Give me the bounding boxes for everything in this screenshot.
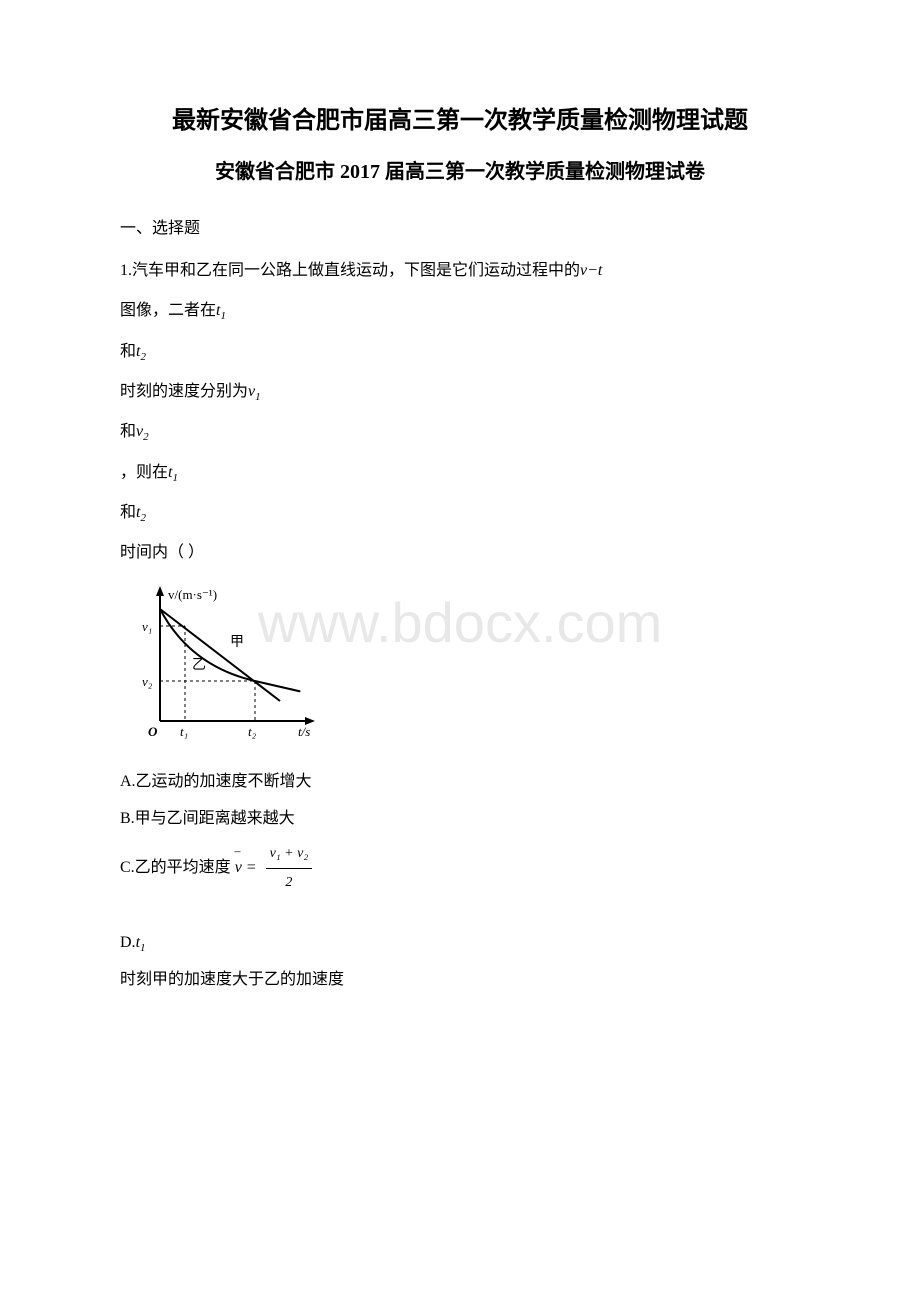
formula-t1: t1: [216, 302, 226, 319]
question-line-1: 1.汽车甲和乙在同一公路上做直线运动，下图是它们运动过程中的v−t: [120, 253, 800, 288]
option-a: A.乙运动的加速度不断增大: [120, 766, 800, 798]
main-title: 最新安徽省合肥市届高三第一次教学质量检测物理试题: [120, 100, 800, 135]
question-line-6: ，则在t1: [120, 455, 800, 490]
formula-v1: v1: [248, 383, 261, 400]
q3-text: 和: [120, 343, 136, 360]
graph-t1-tick: t₁: [180, 724, 188, 739]
option-c-fraction: v₁ + v₂ 2: [266, 840, 313, 897]
graph-v2-tick: v₂: [142, 674, 153, 689]
q1-text: 1.汽车甲和乙在同一公路上做直线运动，下图是它们运动过程中的: [120, 262, 580, 279]
question-line-3: 和t2: [120, 334, 800, 369]
fraction-numerator: v₁ + v₂: [266, 840, 313, 869]
graph-xlabel: t/s: [298, 724, 310, 739]
option-d-line2: 时刻甲的加速度大于乙的加速度: [120, 964, 800, 996]
sub-title: 安徽省合肥市 2017 届高三第一次教学质量检测物理试卷: [120, 155, 800, 184]
q7-text: 和: [120, 504, 136, 521]
formula-vt: v−t: [580, 262, 602, 279]
q5-text: 和: [120, 423, 136, 440]
formula-t2b: t2: [136, 504, 146, 521]
question-line-2: 图像，二者在t1: [120, 293, 800, 328]
graph-yi-label: 乙: [192, 657, 206, 673]
q6-text: ，则在: [120, 464, 168, 481]
velocity-time-graph: v/(m·s⁻¹) t/s O v₁ v₂ t₁ t₂ 甲 乙: [120, 581, 800, 751]
fraction-denominator: 2: [266, 869, 313, 897]
option-d-line1: D.t1: [120, 927, 800, 959]
graph-origin: O: [148, 724, 158, 739]
graph-v1-tick: v₁: [142, 619, 152, 634]
formula-t2: t2: [136, 343, 146, 360]
question-line-4: 时刻的速度分别为v1: [120, 374, 800, 409]
section-heading: 一、选择题: [120, 214, 800, 238]
option-c-vbar: v: [235, 852, 242, 884]
question-line-8: 时间内（ ）: [120, 535, 800, 570]
option-d-prefix: D.: [120, 934, 136, 951]
question-line-7: 和t2: [120, 495, 800, 530]
option-b: B.甲与乙间距离越来越大: [120, 803, 800, 835]
option-c-prefix: C.乙的平均速度: [120, 859, 231, 876]
graph-ylabel: v/(m·s⁻¹): [168, 587, 217, 602]
option-d-formula: t1: [136, 934, 146, 951]
question-line-5: 和v2: [120, 414, 800, 449]
formula-v2: v2: [136, 423, 149, 440]
q4-text: 时刻的速度分别为: [120, 383, 248, 400]
option-c: C.乙的平均速度 v = v₁ + v₂ 2: [120, 840, 800, 897]
formula-t1b: t1: [168, 464, 178, 481]
document-content: 最新安徽省合肥市届高三第一次教学质量检测物理试题 安徽省合肥市 2017 届高三…: [120, 100, 800, 996]
option-c-eq: =: [246, 859, 261, 876]
q2-text: 图像，二者在: [120, 302, 216, 319]
graph-jia-label: 甲: [230, 635, 244, 650]
graph-t2-tick: t₂: [248, 724, 257, 739]
